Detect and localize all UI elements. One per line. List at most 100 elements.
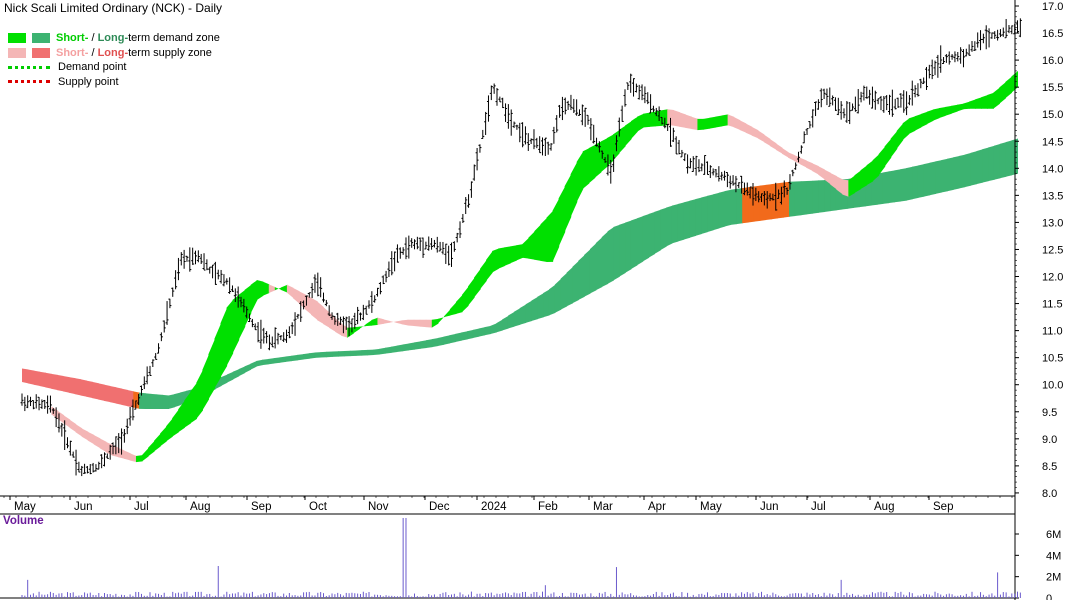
- long-term-zone-segment: [589, 243, 597, 294]
- short-term-zone-segment: [908, 116, 916, 135]
- legend-separator: /: [88, 46, 98, 59]
- long-term-zone-segment: [993, 143, 1001, 180]
- long-term-zone-segment: [349, 350, 357, 357]
- long-term-zone-segment: [86, 380, 93, 399]
- short-term-zone-segment: [703, 117, 711, 130]
- long-term-zone-segment: [496, 319, 503, 333]
- long-term-zone-segment: [900, 168, 907, 202]
- short-term-zone-segment: [311, 297, 318, 321]
- legend-demand-point: Demand point: [8, 60, 220, 75]
- long-term-zone-segment: [139, 392, 146, 410]
- short-term-zone-segment: [860, 165, 868, 190]
- long-term-zone-segment: [964, 152, 972, 188]
- long-term-zone-segment: [45, 372, 52, 389]
- long-term-zone-segment: [935, 160, 942, 194]
- long-term-zone-segment: [22, 368, 29, 384]
- y-tick-label: 8.5: [1042, 461, 1057, 473]
- long-term-zone-segment: [92, 381, 99, 400]
- short-term-zone-segment: [715, 115, 723, 128]
- short-demand-swatch: [8, 33, 26, 44]
- x-tick-label: May: [14, 501, 36, 513]
- short-term-zone-segment: [214, 323, 222, 389]
- legend: Short- / Long-term demand zone Short- / …: [8, 31, 220, 89]
- short-term-zone-segment: [944, 105, 952, 116]
- short-term-zone-segment: [963, 101, 970, 110]
- short-term-zone-segment: [383, 319, 391, 324]
- short-term-zone-segment: [727, 114, 735, 128]
- long-term-zone-segment: [361, 349, 369, 356]
- short-term-zone-segment: [866, 160, 874, 186]
- zone-layer: [22, 70, 1019, 463]
- long-term-zone-segment: [736, 188, 743, 225]
- legend-long-label: Long-: [97, 32, 129, 44]
- long-term-zone-segment: [39, 371, 47, 388]
- long-term-zone-segment: [625, 220, 632, 273]
- short-term-zone-segment: [160, 426, 167, 447]
- short-term-zone-segment: [685, 114, 692, 129]
- long-term-zone-segment: [677, 202, 685, 242]
- long-term-zone-segment: [285, 355, 292, 362]
- long-term-zone-segment: [390, 345, 398, 353]
- short-term-zone-segment: [763, 134, 771, 147]
- y-tick-label: 15.0: [1042, 109, 1063, 121]
- short-term-zone-segment: [540, 217, 548, 262]
- legend-supply-zone: Short- / Long-term supply zone: [8, 46, 220, 61]
- short-term-zone-segment: [618, 125, 626, 154]
- legend-long-label: Long-: [97, 46, 129, 59]
- long-term-zone-segment: [636, 216, 644, 266]
- y-tick-label: 10.5: [1042, 353, 1063, 365]
- short-term-zone-segment: [105, 441, 113, 456]
- short-term-zone-segment: [142, 447, 149, 462]
- long-term-zone-segment: [33, 370, 41, 387]
- long-term-zone-segment: [273, 357, 281, 364]
- short-term-zone-segment: [914, 113, 922, 131]
- long-term-zone-segment: [578, 254, 585, 300]
- short-term-zone-segment: [957, 103, 964, 112]
- long-term-zone-segment: [437, 336, 445, 347]
- legend-supply-point: Supply point: [8, 75, 220, 90]
- long-term-zone-segment: [572, 260, 579, 304]
- short-term-zone-segment: [794, 154, 801, 165]
- long-term-zone-segment: [537, 293, 544, 320]
- short-term-zone-segment: [673, 110, 680, 127]
- short-term-zone-segment: [806, 160, 813, 171]
- short-term-zone-segment: [709, 116, 717, 129]
- short-term-zone-segment: [896, 123, 904, 149]
- short-term-zone-segment: [787, 152, 795, 161]
- long-term-zone-segment: [824, 179, 831, 212]
- short-term-zone-segment: [286, 284, 294, 299]
- short-term-zone-segment: [649, 111, 656, 127]
- y-tick-label: 13.5: [1042, 190, 1063, 202]
- long-term-zone-segment: [660, 207, 667, 251]
- long-term-zone-segment: [226, 371, 234, 383]
- short-term-zone-segment: [848, 175, 856, 197]
- volume-y-tick-label: 6M: [1046, 529, 1061, 541]
- short-term-zone-segment: [951, 104, 958, 114]
- demand-point-swatch: [8, 65, 50, 69]
- long-term-zone-segment: [174, 392, 181, 408]
- x-tick-label: Nov: [368, 501, 389, 513]
- short-term-zone-segment: [492, 248, 499, 273]
- long-term-zone-segment: [970, 151, 978, 186]
- short-term-zone-segment: [932, 108, 940, 121]
- long-term-zone-segment: [338, 350, 345, 357]
- long-term-zone-segment: [221, 374, 228, 386]
- short-term-zone-segment: [280, 284, 288, 293]
- x-tick-label: Dec: [429, 501, 450, 513]
- short-term-zone-segment: [178, 400, 185, 433]
- short-term-zone-segment: [691, 116, 699, 131]
- legend-suffix: term supply zone: [128, 46, 212, 59]
- y-tick-label: 11.5: [1042, 299, 1063, 311]
- short-term-zone-segment: [878, 146, 886, 176]
- short-term-zone-segment: [769, 138, 777, 150]
- legend-supply-point-label: Supply point: [58, 75, 119, 88]
- short-term-zone-segment: [359, 324, 366, 329]
- short-term-zone-segment: [377, 317, 385, 325]
- long-term-zone-segment: [267, 358, 275, 365]
- short-term-zone-segment: [268, 284, 276, 294]
- short-term-zone-segment: [522, 237, 529, 259]
- short-term-zone-segment: [449, 302, 457, 316]
- short-term-zone-segment: [401, 319, 409, 326]
- long-term-zone-segment: [554, 278, 562, 313]
- y-tick-label: 16.5: [1042, 28, 1063, 40]
